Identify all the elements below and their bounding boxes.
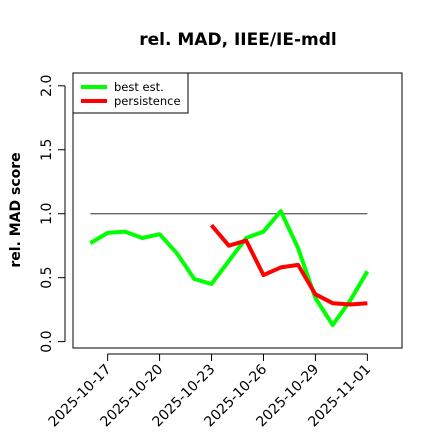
series-group <box>89 209 370 327</box>
y-tick-label: 0.0 <box>39 330 55 352</box>
y-tick-label: 1.5 <box>39 139 55 161</box>
series-line-best-est <box>89 209 370 327</box>
x-axis: 2025-10-172025-10-202025-10-232025-10-26… <box>46 353 374 430</box>
plot-frame <box>72 72 403 349</box>
y-tick-label: 0.5 <box>39 267 55 289</box>
legend-box <box>72 72 189 114</box>
y-tick-label: 2.0 <box>39 75 55 97</box>
chart-title: rel. MAD, IIEE/IE-mdl <box>139 30 336 50</box>
y-axis-label: rel. MAD score <box>8 152 24 267</box>
y-axis: 0.0 0.5 1.0 1.5 2.0 <box>39 75 66 353</box>
legend-label: best est. <box>114 80 164 94</box>
y-tick-label: 1.0 <box>39 203 55 225</box>
legend-label: persistence <box>114 94 181 108</box>
legend: best est.persistence <box>72 72 189 114</box>
series-line-persistence <box>209 223 368 307</box>
